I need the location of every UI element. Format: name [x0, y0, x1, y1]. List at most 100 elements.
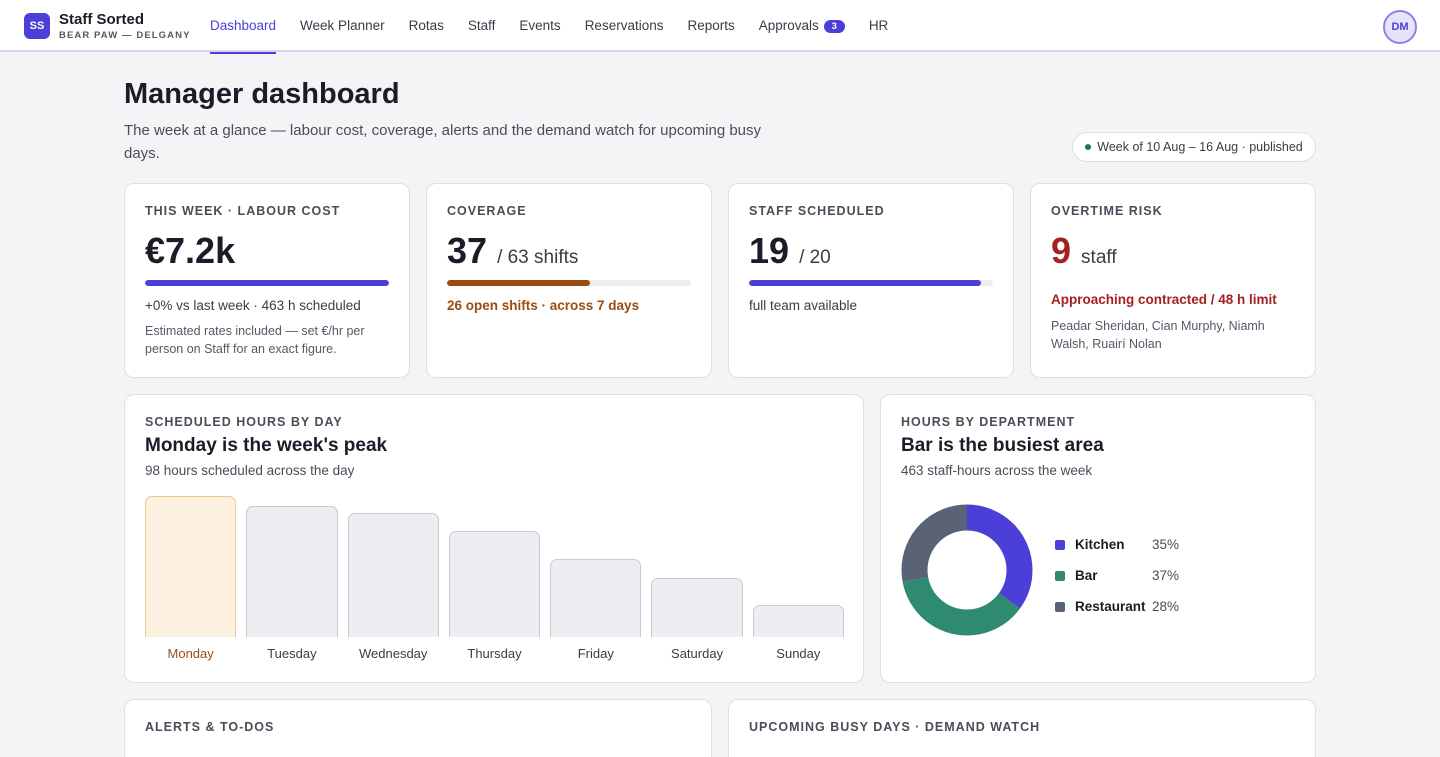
legend-percent-bar: 37% [1152, 568, 1180, 583]
page-subtitle: The week at a glance — labour cost, cove… [124, 122, 762, 162]
bar-friday[interactable] [550, 559, 642, 637]
bar-label-friday: Friday [577, 646, 614, 661]
coverage-count: 37 [447, 230, 488, 271]
user-avatar[interactable]: DM [1383, 10, 1417, 44]
nav-hr-label: HR [868, 18, 889, 33]
legend-swatch-bar [1055, 570, 1065, 581]
bar-label-monday: Monday [167, 646, 214, 661]
nav-events-label: Events [519, 18, 561, 33]
legend-swatch-restaurant [1055, 601, 1065, 612]
staff-scheduled-kicker: STAFF SCHEDULED [749, 204, 885, 218]
coverage-unit: / 63 shifts [497, 247, 579, 268]
legend-swatch-kitchen [1055, 539, 1065, 550]
legend-item-restaurant: Restaurant 28% [1055, 591, 1179, 622]
coverage-open-shifts: 26 open shifts · across 7 days [447, 298, 640, 313]
legend-item-bar: Bar 37% [1055, 560, 1179, 591]
bar-monday[interactable] [145, 496, 237, 637]
coverage-progress [447, 280, 691, 286]
labour-cost-comparison: +0% vs last week · 463 h scheduled [145, 298, 361, 313]
labour-cost-kicker: THIS WEEK · LABOUR COST [145, 204, 341, 218]
nav-week-planner[interactable]: Week Planner [300, 0, 385, 52]
hours-by-day-kicker: SCHEDULED HOURS BY DAY [145, 415, 343, 429]
published-dot-icon [1085, 144, 1092, 150]
bar-label-thursday: Thursday [467, 646, 522, 661]
staff-scheduled-count: 19 [749, 230, 790, 271]
legend-percent-restaurant: 28% [1152, 599, 1180, 614]
labour-cost-progress [145, 280, 389, 286]
staff-scheduled-unit: / 20 [799, 247, 831, 268]
bar-label-sunday: Sunday [776, 646, 821, 661]
nav-approvals-label: Approvals [758, 18, 819, 33]
alerts-kicker: ALERTS & TO-DOS [145, 720, 275, 734]
coverage-card: COVERAGE 37 / 63 shifts 26 open shifts ·… [426, 183, 712, 378]
app-logo[interactable]: SS [24, 13, 50, 39]
bar-label-saturday: Saturday [671, 646, 724, 661]
hours-by-department-kicker: HOURS BY DEPARTMENT [901, 415, 1076, 429]
nav-approvals[interactable]: Approvals 3 [759, 0, 845, 52]
labour-cost-value: €7.2k [145, 230, 235, 272]
legend-item-kitchen: Kitchen 35% [1055, 529, 1179, 560]
nav-week-planner-label: Week Planner [300, 18, 385, 33]
bar-saturday[interactable] [651, 578, 743, 637]
hours-by-day-title: Monday is the week's peak [145, 435, 388, 456]
coverage-progress-fill [447, 280, 591, 286]
nav-events[interactable]: Events [519, 0, 560, 52]
staff-scheduled-value: 19 / 20 [749, 230, 831, 272]
bar-label-wednesday: Wednesday [358, 646, 428, 661]
labour-cost-amount: €7.2k [145, 230, 236, 271]
overtime-risk-unit: staff [1081, 247, 1117, 268]
donut-slice-bar[interactable] [901, 504, 1033, 636]
demand-watch-card: UPCOMING BUSY DAYS · DEMAND WATCH [728, 699, 1316, 757]
nav-staff[interactable]: Staff [468, 0, 496, 52]
coverage-kicker: COVERAGE [447, 204, 527, 218]
legend-label-bar: Bar [1075, 568, 1098, 583]
hours-by-department-subtitle: 463 staff-hours across the week [901, 463, 1093, 478]
brand[interactable]: Staff Sorted BEAR PAW — DELGANY [59, 11, 191, 41]
nav-reports-label: Reports [687, 18, 735, 33]
overtime-risk-kicker: OVERTIME RISK [1051, 204, 1163, 218]
bar-tuesday[interactable] [246, 506, 338, 637]
bar-sunday[interactable] [752, 605, 844, 637]
alerts-card: ALERTS & TO-DOS [124, 699, 712, 757]
nav-reservations[interactable]: Reservations [585, 0, 664, 52]
app-name: Staff Sorted [59, 11, 145, 28]
nav-dashboard-label: Dashboard [210, 18, 277, 33]
page-title: Manager dashboard [124, 78, 400, 110]
week-pill-label: Week of 10 Aug – 16 Aug · published [1097, 140, 1303, 154]
coverage-value: 37 / 63 shifts [447, 230, 578, 272]
donut-slice-restaurant[interactable] [901, 504, 1033, 636]
department-legend: Kitchen 35% Bar 37% Restaurant 28% [1055, 529, 1179, 622]
top-navigation-bar: SS Staff Sorted BEAR PAW — DELGANY Dashb… [0, 0, 1440, 54]
nav-hr[interactable]: HR [869, 0, 889, 52]
hours-by-department-title: Bar is the busiest area [901, 435, 1104, 456]
nav-staff-label: Staff [467, 18, 496, 33]
hours-by-day-subtitle: 98 hours scheduled across the day [145, 463, 355, 478]
approvals-count-badge: 3 [823, 20, 845, 33]
week-selector-pill[interactable]: Week of 10 Aug – 16 Aug · published [1072, 132, 1316, 162]
labour-cost-progress-fill [145, 280, 389, 286]
hours-by-day-bar-chart [145, 495, 844, 637]
nav-reservations-label: Reservations [584, 18, 664, 33]
bar-thursday[interactable] [448, 531, 541, 637]
overtime-risk-names: Peadar Sheridan, Cian Murphy, Niamh Wals… [1051, 319, 1265, 351]
staff-scheduled-progress [749, 280, 993, 286]
legend-percent-kitchen: 35% [1152, 537, 1180, 552]
staff-scheduled-card: STAFF SCHEDULED 19 / 20 full team availa… [728, 183, 1014, 378]
staff-availability-text: full team available [749, 298, 858, 313]
overtime-risk-value: 9 staff [1051, 230, 1117, 272]
hours-by-department-donut [901, 504, 1033, 636]
overtime-risk-card: OVERTIME RISK 9 staff Approaching contra… [1030, 183, 1316, 378]
overtime-risk-warning: Approaching contracted / 48 h limit [1051, 292, 1277, 307]
hours-by-department-card: HOURS BY DEPARTMENT Bar is the busiest a… [880, 394, 1316, 683]
nav-rotas[interactable]: Rotas [409, 0, 444, 52]
main-nav: Dashboard Week Planner Rotas Staff Event… [210, 0, 912, 54]
bar-wednesday[interactable] [347, 513, 439, 637]
labour-cost-card: THIS WEEK · LABOUR COST €7.2k +0% vs las… [124, 183, 410, 378]
nav-rotas-label: Rotas [408, 18, 444, 33]
overtime-risk-count: 9 [1051, 230, 1072, 271]
nav-dashboard[interactable]: Dashboard [210, 0, 277, 54]
demand-watch-kicker: UPCOMING BUSY DAYS · DEMAND WATCH [749, 720, 1041, 734]
venue-name: BEAR PAW — DELGANY [59, 30, 191, 41]
legend-label-restaurant: Restaurant [1075, 599, 1146, 614]
nav-reports[interactable]: Reports [687, 0, 734, 52]
